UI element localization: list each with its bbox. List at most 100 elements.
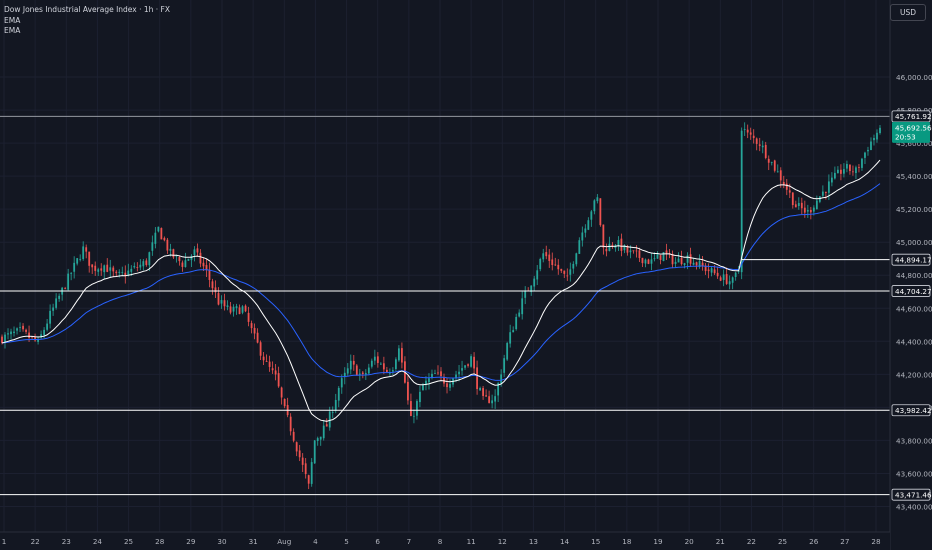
candle: [533, 275, 536, 292]
candle: [876, 129, 878, 143]
candle-body: [590, 211, 593, 220]
candle: [864, 151, 866, 165]
candle: [19, 322, 21, 332]
candle-body: [265, 361, 268, 362]
candle-body: [160, 228, 163, 240]
candle: [722, 269, 725, 287]
time-tick-label: 22: [747, 537, 756, 546]
candle: [590, 210, 593, 227]
price-tick-label: 44,200.00: [896, 370, 932, 379]
candle: [770, 161, 773, 166]
candle: [313, 439, 316, 464]
time-tick-label: 8: [438, 537, 443, 546]
candle-body: [10, 331, 12, 335]
candle: [476, 360, 478, 395]
candle-body: [764, 144, 767, 158]
candle: [214, 280, 217, 299]
candle-body: [785, 183, 788, 190]
candle-body: [208, 269, 211, 280]
candle-body: [476, 367, 478, 390]
candle-body: [25, 329, 27, 332]
candle: [181, 260, 184, 272]
candle-body: [749, 132, 752, 135]
candle-body: [461, 368, 463, 371]
candle-body: [464, 365, 466, 368]
candle: [797, 197, 800, 210]
candle: [824, 191, 827, 200]
candle-body: [737, 270, 740, 272]
candle: [776, 164, 779, 173]
candle: [512, 326, 515, 333]
candle: [370, 358, 373, 369]
candle: [843, 163, 845, 178]
candle: [473, 352, 475, 375]
candle: [196, 243, 199, 257]
candle-body: [515, 316, 518, 330]
candle-body: [70, 273, 73, 274]
candle: [659, 254, 662, 265]
candle: [644, 258, 647, 268]
candle: [319, 436, 322, 446]
candle: [106, 258, 109, 273]
candle-body: [136, 267, 139, 268]
candle-body: [876, 132, 878, 140]
candle-body: [304, 463, 307, 475]
candle: [139, 259, 142, 271]
candle-body: [725, 274, 728, 284]
candle-body: [428, 378, 430, 383]
candle-body: [833, 172, 836, 179]
candle: [283, 398, 286, 409]
candle-body: [407, 381, 409, 401]
level-label-text: 43,982.42: [895, 406, 932, 415]
candle-body: [337, 387, 340, 401]
candle: [716, 266, 719, 279]
candle: [707, 263, 710, 279]
candle: [184, 252, 187, 268]
candle: [238, 304, 241, 315]
candle-body: [494, 396, 497, 402]
candle: [858, 163, 860, 173]
candle-body: [127, 270, 130, 275]
candle-body: [379, 363, 382, 365]
candle-body: [112, 267, 115, 272]
candle: [542, 248, 545, 263]
candle: [734, 271, 737, 281]
candle: [310, 458, 313, 487]
candle: [205, 258, 208, 278]
candle-body: [367, 367, 370, 374]
candle-body: [788, 190, 791, 193]
candle-body: [178, 256, 181, 262]
candle-body: [695, 262, 698, 266]
candle-body: [413, 415, 415, 417]
candle: [97, 267, 100, 277]
candle-body: [671, 253, 674, 265]
candle-body: [867, 149, 869, 152]
time-tick-label: 30: [217, 537, 227, 546]
candle-body: [199, 252, 202, 264]
candle: [638, 247, 641, 263]
candle-body: [94, 265, 97, 271]
currency-button[interactable]: USD: [889, 4, 926, 21]
candle: [76, 258, 79, 266]
candle-body: [827, 181, 830, 193]
candle-body: [644, 259, 647, 264]
candle-body: [843, 169, 845, 174]
candle: [728, 275, 731, 290]
candle: [743, 122, 746, 136]
candle: [256, 328, 259, 344]
candle-body: [521, 298, 524, 315]
candle: [289, 413, 292, 436]
candle: [584, 224, 587, 238]
candle-body: [268, 361, 271, 367]
candle-body: [73, 262, 76, 272]
candle-body: [416, 401, 418, 416]
candle-body: [289, 416, 292, 432]
candle: [602, 224, 605, 255]
candle: [467, 363, 469, 368]
candle-body: [181, 262, 184, 267]
candle: [268, 355, 271, 372]
candle-body: [731, 277, 734, 283]
candle-body: [596, 197, 599, 202]
candle: [632, 250, 635, 254]
